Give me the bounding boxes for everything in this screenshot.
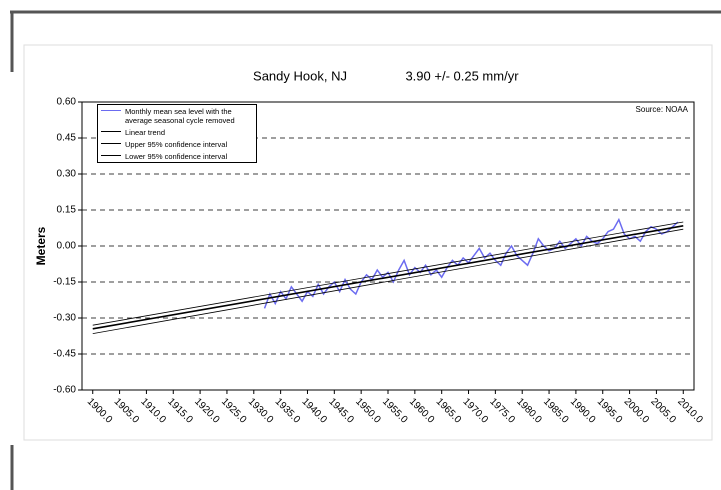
y-tick-label: 0.45 <box>57 133 77 144</box>
legend: Monthly mean sea level with the average … <box>97 104 257 163</box>
x-tick-label: 1975.0 <box>487 396 517 426</box>
series-line <box>92 221 684 326</box>
y-tick-label: 0.60 <box>57 97 77 108</box>
x-tick-label: 1955.0 <box>380 396 410 426</box>
y-tick-label: -0.60 <box>53 385 76 396</box>
y-tick-label: 0.30 <box>57 169 77 180</box>
chart-frame <box>23 44 713 441</box>
y-tick-label: -0.45 <box>53 349 76 360</box>
y-axis-label: Meters <box>34 226 48 265</box>
legend-item: Linear trend <box>98 126 256 138</box>
x-tick-label: 2010.0 <box>675 396 705 426</box>
x-tick-label: 1905.0 <box>112 396 142 426</box>
legend-item: Lower 95% confidence interval <box>98 150 256 162</box>
legend-item: Monthly mean sea level with the average … <box>98 105 256 126</box>
x-tick-label: 1910.0 <box>138 396 168 426</box>
legend-swatch <box>101 110 121 111</box>
y-tick-label: 0.15 <box>57 205 77 216</box>
x-tick-label: 1935.0 <box>273 396 303 426</box>
legend-label: Monthly mean sea level with the average … <box>125 107 235 125</box>
x-tick-label: 1985.0 <box>541 396 571 426</box>
x-tick-label: 1970.0 <box>461 396 491 426</box>
x-tick-label: 1965.0 <box>434 396 464 426</box>
y-tick-label: 0.00 <box>57 241 77 252</box>
x-tick-label: 1990.0 <box>568 396 598 426</box>
series-line <box>263 217 679 309</box>
legend-label: Upper 95% confidence interval <box>125 140 228 149</box>
x-tick-label: 1915.0 <box>165 396 195 426</box>
legend-swatch <box>101 155 121 156</box>
chart-subtitle: 3.90 +/- 0.25 mm/yr <box>405 68 519 83</box>
series-line <box>92 228 684 334</box>
x-tick-label: 1930.0 <box>246 396 276 426</box>
legend-item: Upper 95% confidence interval <box>98 138 256 150</box>
x-tick-label: 1980.0 <box>514 396 544 426</box>
x-tick-label: 1960.0 <box>407 396 437 426</box>
x-tick-label: 1995.0 <box>595 396 625 426</box>
x-tick-label: 2000.0 <box>622 396 652 426</box>
legend-label: Lower 95% confidence interval <box>125 152 228 161</box>
x-tick-label: 1940.0 <box>299 396 329 426</box>
y-tick-label: -0.15 <box>53 277 76 288</box>
annotation: Source: NOAA <box>636 105 689 114</box>
x-tick-label: 1925.0 <box>219 396 249 426</box>
legend-swatch <box>101 143 121 144</box>
x-tick-label: 1950.0 <box>353 396 383 426</box>
x-tick-label: 1900.0 <box>85 396 115 426</box>
x-tick-label: 2005.0 <box>648 396 678 426</box>
legend-label: Linear trend <box>125 128 166 137</box>
legend-swatch <box>101 131 121 132</box>
x-tick-label: 1945.0 <box>326 396 356 426</box>
x-tick-label: 1920.0 <box>192 396 222 426</box>
y-tick-label: -0.30 <box>53 313 76 324</box>
chart-title: Sandy Hook, NJ <box>253 68 347 83</box>
series-line <box>92 225 684 330</box>
